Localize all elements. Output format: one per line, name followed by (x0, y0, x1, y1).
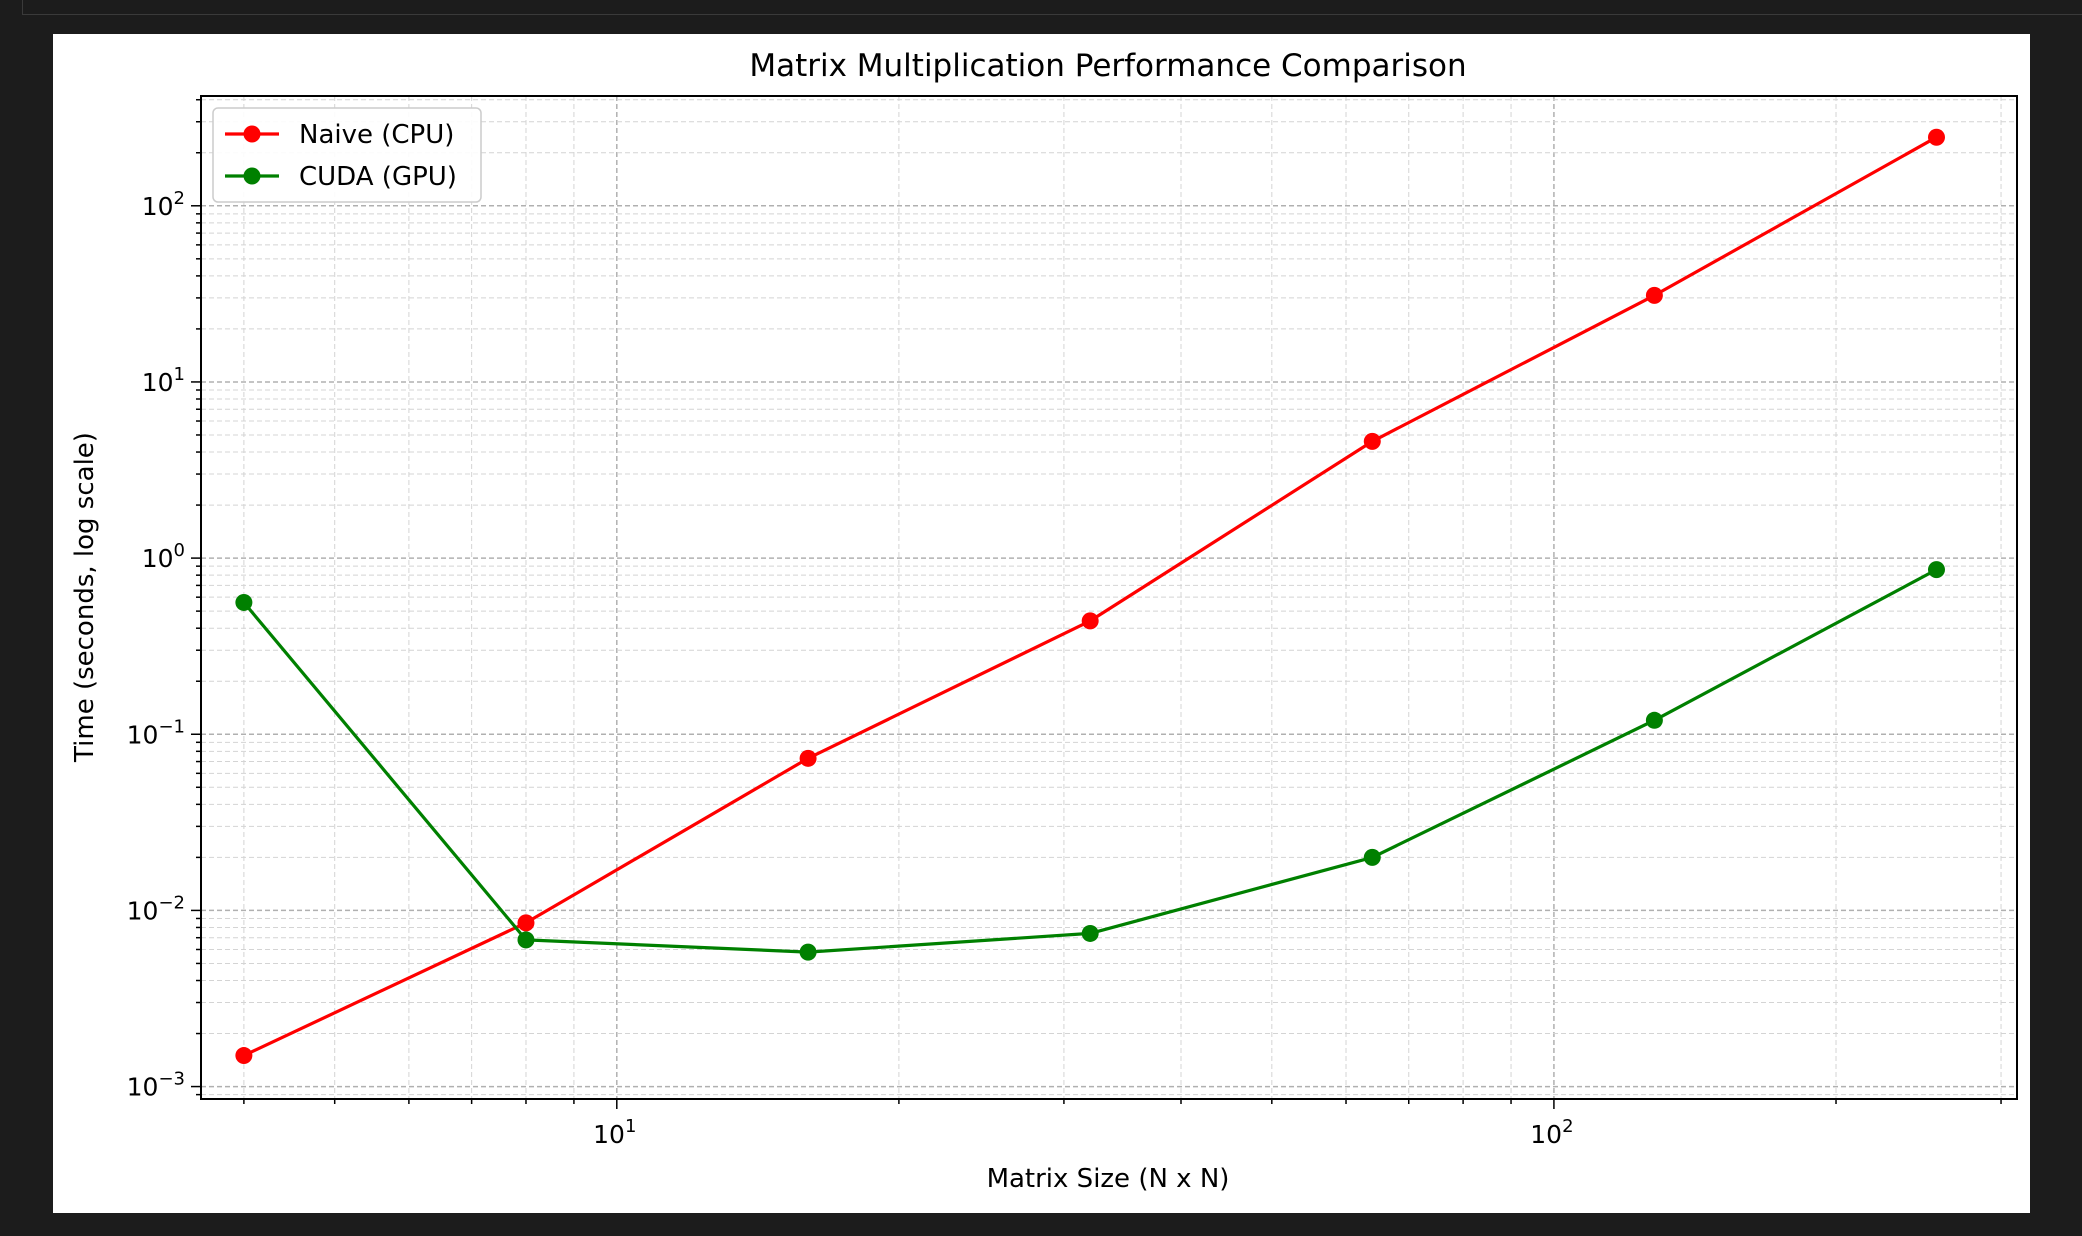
data-point (799, 943, 817, 961)
chart-title: Matrix Multiplication Performance Compar… (749, 48, 1466, 84)
data-point (1363, 848, 1381, 866)
data-point (1363, 432, 1381, 450)
legend-label: Naive (CPU) (299, 120, 454, 150)
legend-marker-sample (243, 125, 261, 143)
legend-frame (212, 107, 482, 203)
y-tick-label: 10−1 (127, 716, 185, 749)
figure-canvas: Matrix Multiplication Performance Compar… (53, 34, 2030, 1213)
x-axis-label: Matrix Size (N x N) (987, 1164, 1230, 1194)
data-point (1081, 924, 1099, 942)
legend-label: CUDA (GPU) (299, 162, 457, 192)
axis-ticks: 10−3 10−2 10−1 100 101 102 101 102 (127, 98, 2002, 1149)
series-line (243, 135, 1938, 1057)
x-tick-label: 102 (1530, 1116, 1573, 1149)
y-tick-label: 100 (142, 540, 185, 573)
y-tick-label: 10−3 (127, 1069, 185, 1102)
legend: Naive (CPU) CUDA (GPU) (212, 107, 482, 203)
data-point (1645, 286, 1663, 304)
data-point (1081, 612, 1099, 630)
notebook-cell-border (22, 0, 2082, 15)
data-point (235, 593, 253, 611)
data-point (1645, 711, 1663, 729)
x-tick-label: 101 (593, 1116, 636, 1149)
y-tick-label: 10−2 (127, 892, 185, 925)
matrix-performance-chart: Matrix Multiplication Performance Compar… (70, 48, 2018, 1194)
data-point (517, 931, 535, 949)
grid (201, 96, 2017, 1099)
data-point (799, 749, 817, 767)
data-point (235, 1047, 253, 1065)
legend-marker-sample (243, 167, 261, 185)
y-tick-label: 101 (142, 364, 185, 397)
data-point (1927, 128, 1945, 146)
notebook-output-header (0, 0, 2082, 15)
data-point (1927, 561, 1945, 579)
series-layer (235, 128, 1945, 1065)
data-point (517, 914, 535, 932)
y-axis-label: Time (seconds, log scale) (70, 432, 100, 763)
y-tick-label: 102 (142, 188, 185, 221)
